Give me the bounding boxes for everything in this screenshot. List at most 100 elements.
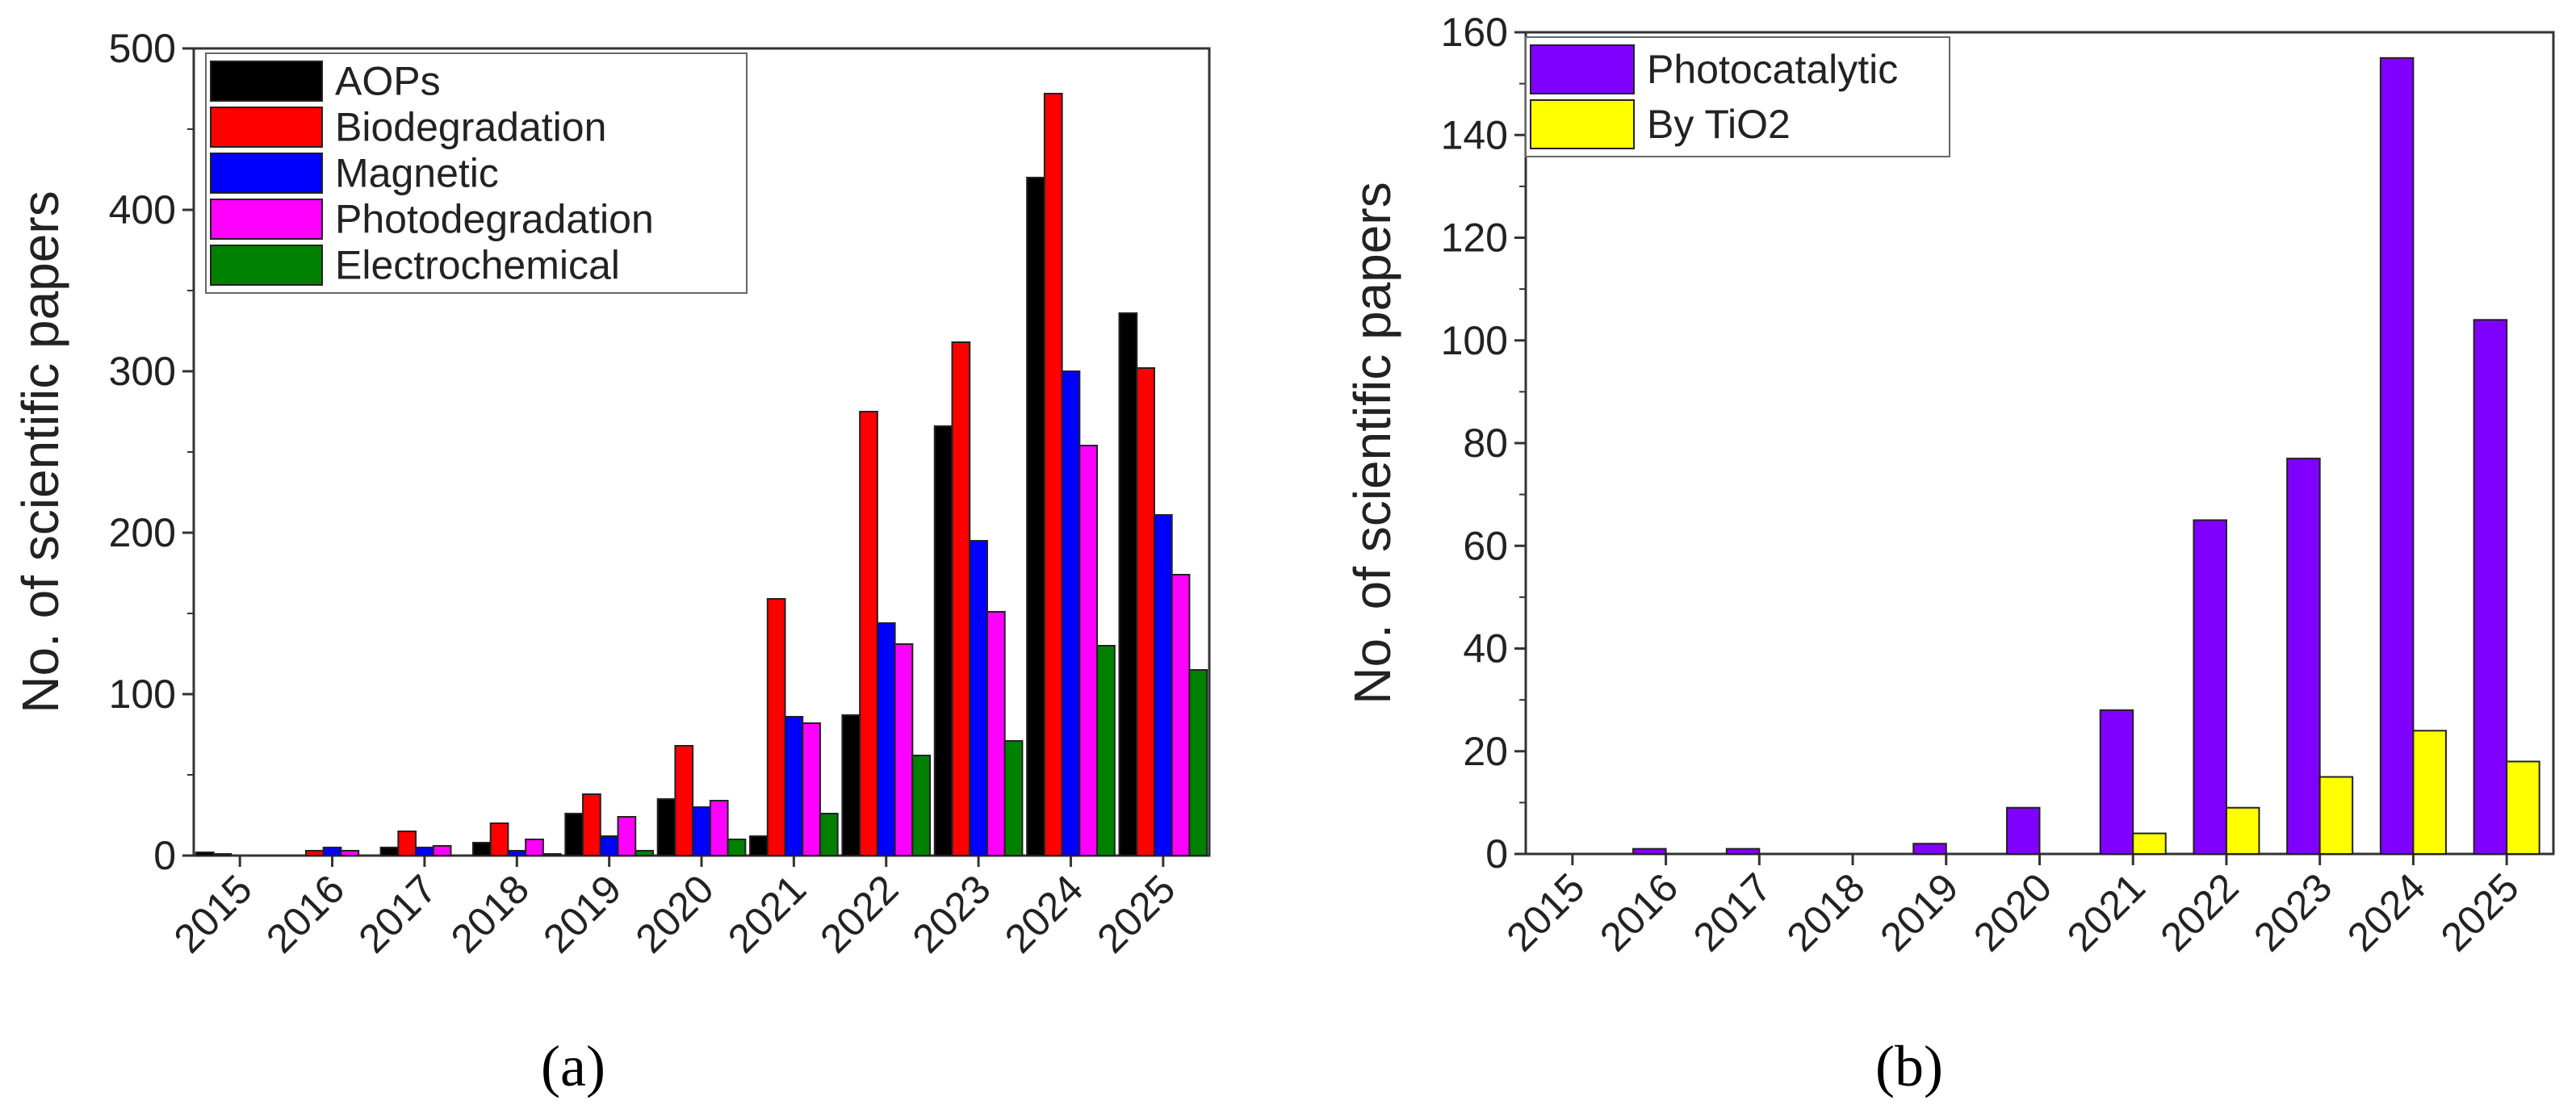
bar [894,643,914,856]
y-tick-label: 300 [109,349,176,394]
panel-a-caption: (a) [541,1034,605,1099]
bar [1003,740,1024,856]
y-tick-label: 500 [109,26,176,71]
bar [415,847,434,856]
x-tick-label: 2023 [2245,864,2340,960]
bar [911,755,932,856]
bar [564,813,584,856]
bar [2412,730,2447,855]
legend-label: Magnetic [335,151,499,196]
bar [1912,843,1947,856]
bar [802,722,821,856]
bar [340,850,360,856]
legend-label: Photocatalytic [1647,47,1898,92]
bar [2005,806,2041,855]
x-tick-label: 2016 [1591,864,1686,960]
bar [599,835,619,856]
bar [471,842,492,856]
x-tick-label: 2017 [1685,864,1780,960]
bar [1136,367,1155,856]
y-tick-label: 0 [1485,831,1508,877]
bar [1171,574,1191,856]
x-tick-label: 2023 [904,866,999,961]
legend-swatch [210,61,323,102]
bar [674,745,694,856]
x-tick-label: 2022 [811,866,907,961]
bar [933,425,953,856]
x-tick-label: 2021 [719,866,815,961]
bar [784,716,804,856]
bar [876,622,896,856]
bar [2099,709,2134,855]
y-tick-label: 120 [1441,216,1508,261]
legend-label: Electrochemical [335,243,620,288]
bar [1026,177,1045,856]
x-tick-label: 2015 [1497,864,1593,960]
y-tick-label: 100 [1441,318,1508,363]
x-tick-label: 2022 [2151,864,2247,960]
bar [969,540,988,856]
bar [2286,458,2321,856]
bar [635,850,654,856]
bar [766,598,786,856]
bar [709,800,729,856]
x-tick-label: 2019 [534,866,630,961]
y-axis-title: No. of scientific papers [1343,182,1401,704]
bar [2473,319,2508,855]
bar [617,816,637,856]
bar [379,847,400,856]
panel-b-caption: (b) [1875,1034,1943,1099]
legend-swatch [210,153,323,194]
bar [2506,760,2540,855]
bar [841,714,861,856]
bar [304,850,325,856]
bar [2379,56,2415,855]
x-tick-label: 2025 [1088,866,1183,961]
bar [2193,519,2227,855]
x-tick-label: 2017 [350,866,445,961]
y-tick-label: 160 [1441,10,1508,55]
x-tick-label: 2015 [165,866,261,961]
bar [432,845,452,856]
y-tick-label: 200 [109,510,176,555]
bar [1153,514,1173,856]
bar [1096,645,1116,856]
legend-swatch [210,107,323,148]
bar [1061,370,1081,856]
legend-label: Photodegradation [335,197,654,242]
legend-swatch [1530,44,1635,94]
bar [1118,312,1138,856]
bar [322,847,342,856]
legend-swatch [1530,99,1635,149]
y-tick-label: 40 [1463,626,1508,672]
panel-a-chart: 0 100 200 300 400 500 No. of scientific papers… [11,26,1211,961]
x-tick-label: 2024 [996,866,1091,961]
bar [1079,445,1099,856]
x-tick-label: 2025 [2432,864,2528,960]
legend-label: By TiO2 [1647,102,1791,147]
x-tick-label: 2016 [258,866,353,961]
x-tick-label: 2020 [1965,864,2060,960]
x-tick-label: 2019 [1871,864,1967,960]
bar [2132,832,2167,856]
bar [582,793,601,856]
y-tick-label: 400 [109,187,176,232]
y-tick-label: 140 [1441,112,1508,157]
bar [1725,847,1761,855]
x-tick-label: 2024 [2339,864,2434,960]
y-tick-label: 80 [1463,421,1508,466]
bar [951,341,971,856]
bar [2225,806,2260,855]
bar [692,806,711,856]
bar [656,798,676,856]
y-axis-title: No. of scientific papers [11,190,69,713]
y-tick-label: 60 [1463,523,1508,568]
bar [397,831,417,856]
bar [1043,93,1063,856]
x-tick-label: 2020 [627,866,723,961]
legend-label: AOPs [335,59,441,104]
legend-label: Biodegradation [335,105,606,150]
x-tick-label: 2021 [2059,864,2154,960]
bar [1632,847,1667,855]
